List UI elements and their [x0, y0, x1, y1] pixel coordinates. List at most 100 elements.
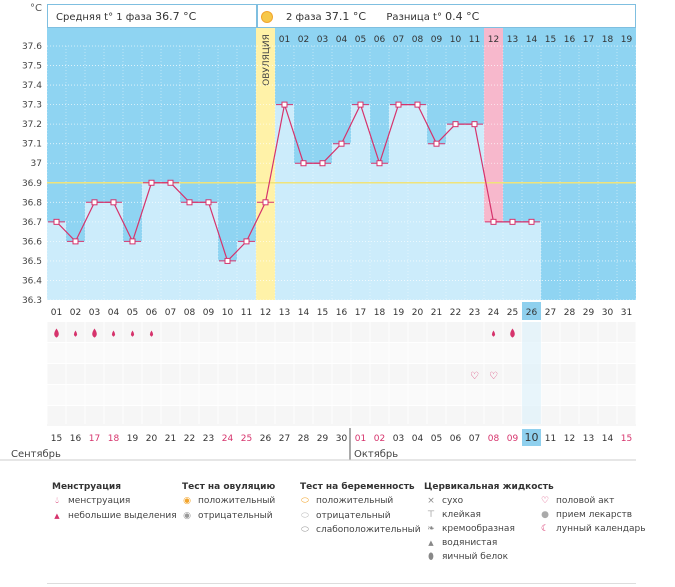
cycle-day-label: 27: [545, 308, 556, 318]
phase2-day-label: 03: [317, 35, 328, 45]
cycle-day-label: 16: [336, 308, 348, 318]
legend-cervical-watery: ▲ водянистая: [424, 538, 497, 548]
temperature-bar: [199, 202, 218, 300]
unit-label: °C: [30, 3, 42, 14]
temperature-point: [357, 101, 364, 108]
calendar-date-label: 24: [222, 434, 234, 444]
legend-pregnancy-title: Тест на беременность: [300, 482, 415, 492]
legend-intercourse: ♡ половой акт: [538, 496, 614, 506]
y-tick-label: 37: [31, 159, 42, 169]
y-tick-label: 37.2: [22, 120, 42, 130]
phase2-value: 37.1 °C: [324, 10, 367, 23]
calendar-date-label: 30: [336, 434, 348, 444]
temperature-point: [452, 121, 459, 128]
legend-cervical-dry: × сухо: [424, 496, 463, 506]
calendar-date-label: 22: [184, 434, 195, 444]
ovulation-label: ОВУЛЯЦИЯ: [262, 34, 272, 86]
calendar-date-label: 07: [469, 434, 480, 444]
month-label: Октябрь: [354, 449, 398, 460]
cycle-day-label: 01: [51, 308, 62, 318]
calendar-date-label: 23: [203, 434, 214, 444]
watery-icon: ▲: [428, 539, 434, 547]
cycle-day-label: 17: [355, 308, 366, 318]
calendar-date-label: 21: [165, 434, 176, 444]
calendar-date-label: 25: [241, 434, 252, 444]
notes-row: [47, 364, 636, 384]
heart-icon: ♡: [540, 496, 550, 506]
temperature-point: [338, 140, 345, 147]
temperature-bar: [465, 124, 484, 301]
temperature-point: [414, 101, 421, 108]
notes-row: [47, 322, 636, 342]
temperature-point: [262, 199, 269, 206]
temperature-bar: [85, 202, 104, 300]
phase2-day-label: 15: [545, 35, 556, 45]
phase2-day-label: 08: [412, 35, 424, 45]
y-tick-label: 37.4: [22, 81, 42, 91]
cycle-day-label: 28: [564, 308, 576, 318]
calendar-date-label: 26: [260, 434, 272, 444]
phase2-day-label: 14: [526, 35, 538, 45]
calendar-date-label: 02: [374, 434, 385, 444]
spotting-icon: [149, 330, 154, 337]
cycle-day-label: 15: [317, 308, 328, 318]
cycle-day-label: 25: [507, 308, 518, 318]
cycle-day-label: 23: [469, 308, 480, 318]
phase1-value: 36.7 °C: [155, 10, 197, 23]
y-tick-label: 36.7: [22, 218, 42, 228]
pregnancy-negative-icon: ⬭: [301, 511, 309, 521]
calendar-date-label: 11: [545, 434, 556, 444]
temperature-point: [224, 257, 231, 264]
cycle-day-label: 26: [526, 308, 538, 318]
phase2-day-label: 13: [507, 35, 518, 45]
y-tick-label: 36.6: [22, 237, 42, 247]
calendar-date-label: 28: [298, 434, 310, 444]
phase2-day-label: 02: [298, 35, 309, 45]
spotting-icon: [130, 330, 135, 337]
calendar-date-label: 19: [127, 434, 139, 444]
phase2-label: 2 фаза: [286, 12, 322, 23]
temperature-bar: [351, 104, 370, 300]
cycle-day-label: 31: [621, 308, 632, 318]
cycle-day-label: 21: [431, 308, 442, 318]
calendar-date-label: 03: [393, 434, 404, 444]
moon-icon: ☾: [540, 524, 550, 534]
cycle-day-label: 02: [70, 308, 81, 318]
legend-pregnancy-negative: ⬭ отрицательный: [298, 511, 390, 521]
phase2-day-label: 11: [469, 35, 480, 45]
y-tick-label: 36.8: [22, 198, 42, 208]
spotting-icon: [491, 330, 496, 337]
calendar-date-label: 20: [146, 434, 158, 444]
temperature-point: [281, 101, 288, 108]
cycle-day-label: 18: [374, 308, 386, 318]
heart-icon: ♡: [489, 371, 498, 382]
month-label: Сентябрь: [11, 449, 61, 460]
calendar-date-label: 29: [317, 434, 329, 444]
cycle-day-label: 12: [260, 308, 271, 318]
cycle-day-label: 14: [298, 308, 310, 318]
phase2-day-label: 07: [393, 35, 404, 45]
temperature-bar: [446, 124, 465, 301]
legend-menstruation-light: ▲ небольшие выделения: [50, 511, 176, 521]
cycle-day-label: 20: [412, 308, 424, 318]
temperature-bar: [408, 104, 427, 300]
calendar-date-label: 10: [525, 431, 539, 444]
phase2-day-label: 06: [374, 35, 386, 45]
negative-test-icon: ◉: [183, 511, 191, 521]
phase2-day-label: 16: [564, 35, 576, 45]
calendar-date-label: 12: [564, 434, 575, 444]
temperature-point: [471, 121, 478, 128]
legend-ovulation-negative: ◉ отрицательный: [180, 511, 273, 521]
temperature-point: [433, 140, 440, 147]
cycle-day-label: 07: [165, 308, 176, 318]
sticky-icon: ⊤: [427, 510, 435, 520]
diff-value: 0.4 °C: [445, 10, 480, 23]
calendar-date-label: 15: [621, 434, 632, 444]
temperature-point: [91, 199, 98, 206]
bbt-chart: °C ОВУЛЯЦИЯ 37.6 37.5 37.4 37.3 37.2 37.1 37 36.…: [0, 3, 637, 461]
legend-cervical-creamy: ❧ кремообразная: [424, 524, 515, 534]
temperature-point: [376, 160, 383, 167]
phase2-day-label: 04: [336, 35, 348, 45]
legend-ovulation-positive: ◉ положительный: [180, 496, 275, 506]
cycle-day-label: 06: [146, 308, 158, 318]
